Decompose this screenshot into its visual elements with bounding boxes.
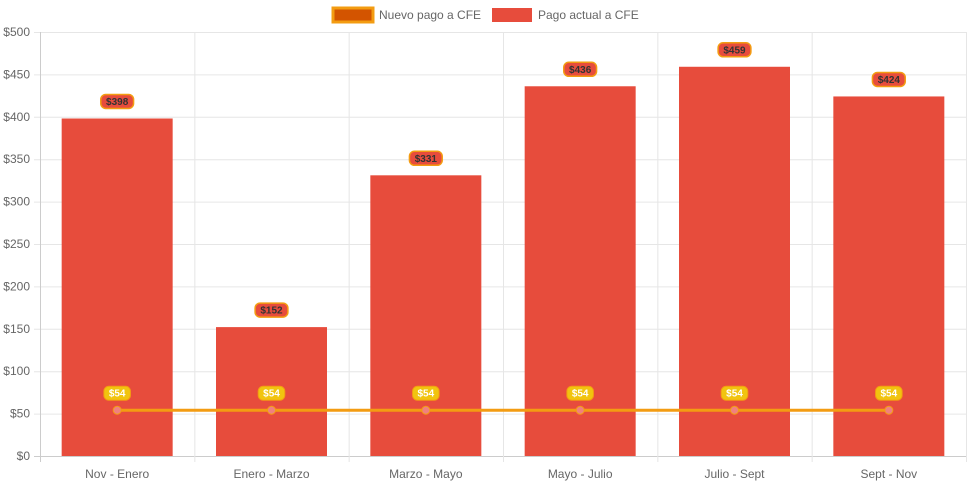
line-data-labels: $54 $54 $54 $54 $54 $54 (103, 385, 903, 401)
legend-swatch-nuevo-pago (331, 6, 375, 24)
line-point[interactable] (575, 405, 585, 415)
line-data-label-badge (875, 385, 903, 401)
y-tick-label: $350 (3, 152, 30, 166)
y-tick-label: $500 (3, 25, 30, 39)
bar-data-label-badge (408, 150, 443, 167)
bar-data-label-badge (717, 42, 752, 58)
bar-data-label: $459 (723, 45, 746, 56)
y-tick-label: $450 (3, 67, 30, 81)
y-tick-label: $300 (3, 195, 30, 209)
x-tick-label: Nov - Enero (85, 467, 149, 481)
bar[interactable] (61, 118, 173, 456)
y-tick-label: $250 (3, 237, 30, 251)
x-tick-label: Sept - Nov (860, 467, 917, 481)
bar-data-label: $152 (260, 306, 283, 317)
y-tick-label: $0 (17, 449, 31, 463)
y-tick-label: $50 (10, 407, 30, 421)
y-tick-label: $400 (3, 110, 30, 124)
line-point[interactable] (421, 405, 431, 415)
line-data-label: $54 (726, 389, 743, 400)
x-tick-label: Enero - Marzo (233, 467, 309, 481)
line-data-label-badge (412, 385, 440, 401)
legend-label-nuevo-pago: Nuevo pago a CFE (379, 8, 481, 22)
legend: Nuevo pago a CFE Pago actual a CFE (331, 6, 639, 24)
line-point[interactable] (884, 405, 894, 415)
legend-label-pago-actual: Pago actual a CFE (538, 8, 639, 22)
bar-data-label-badge (100, 93, 135, 110)
bar-data-labels: $398 $152 $331 $436 $459 $424 (100, 42, 906, 318)
line-data-label-badge (257, 385, 286, 401)
line-series (112, 405, 894, 415)
legend-swatch-pago-actual (492, 8, 532, 22)
legend-item-pago-actual[interactable]: Pago actual a CFE (492, 8, 639, 22)
line-data-label: $54 (263, 389, 280, 400)
x-tick-label: Mayo - Julio (548, 467, 613, 481)
x-tick-label: Julio - Sept (704, 467, 765, 481)
line-point[interactable] (267, 405, 276, 415)
line-data-label: $54 (572, 389, 589, 400)
y-tick-label: $100 (3, 364, 30, 378)
x-axis: Nov - Enero Enero - Marzo Marzo - Mayo Mayo… (85, 467, 917, 481)
bar-data-label: $424 (878, 75, 901, 86)
bar[interactable] (833, 96, 945, 456)
bar-data-label-badge (871, 71, 906, 88)
bar-data-label: $398 (106, 97, 129, 108)
line-data-label: $54 (880, 389, 897, 400)
line-data-label-badge (720, 385, 749, 401)
x-tick-label: Marzo - Mayo (389, 467, 463, 481)
bar-data-label: $436 (569, 65, 592, 76)
y-tick-label: $150 (3, 322, 30, 336)
gridlines (34, 32, 967, 462)
bar-data-label: $331 (415, 154, 438, 165)
line-data-label: $54 (417, 389, 434, 400)
y-tick-label: $200 (3, 279, 30, 293)
bar-data-label-badge (254, 302, 289, 318)
bar-data-label-badge (563, 61, 598, 78)
y-axis: $0 $50 $100 $150 $200 $250 $300 $350 $400 $450 $50… (3, 25, 30, 463)
line-data-label-badge (566, 385, 594, 401)
line-point[interactable] (730, 405, 739, 415)
legend-item-nuevo-pago[interactable]: Nuevo pago a CFE (331, 6, 481, 24)
line-data-label: $54 (109, 389, 126, 400)
line-point[interactable] (112, 405, 122, 415)
line-data-label-badge (103, 385, 131, 401)
